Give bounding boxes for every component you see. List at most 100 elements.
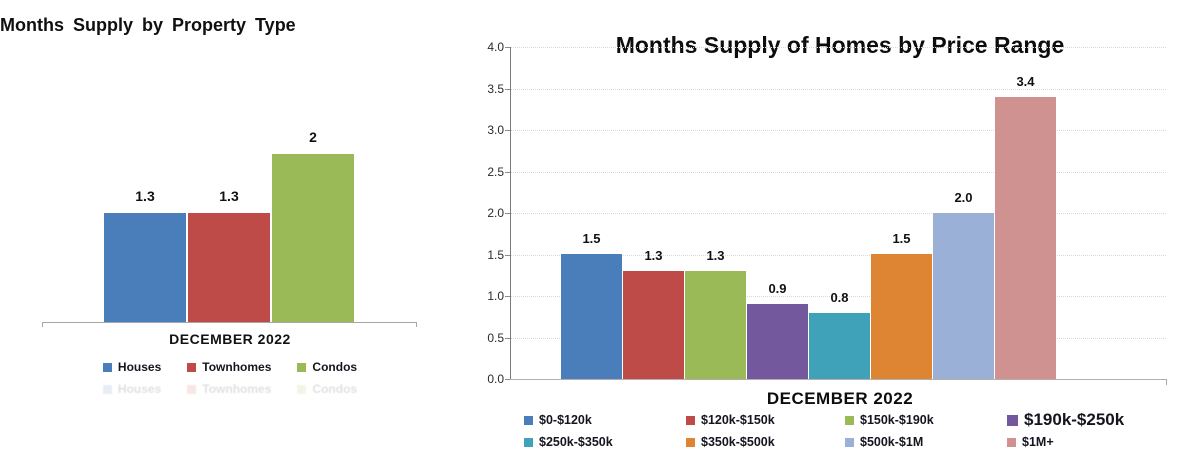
legend-item-Townhomes: Townhomes: [187, 360, 271, 374]
bar-value-$190k-$250k: 0.9: [768, 281, 787, 296]
bar-Condos: [272, 154, 354, 322]
gridline-2.5: [511, 172, 1166, 173]
left-legend: Houses Townhomes Condos: [0, 360, 460, 374]
legend-label: $190k-$250k: [1024, 410, 1125, 429]
legend-label: $350k-$500k: [701, 435, 775, 449]
legend-item-$1M+: $1M+: [1007, 435, 1054, 449]
right-y-axis-line: [510, 47, 511, 380]
bar-$250k-$350k: [809, 313, 870, 379]
left-chart-title: Months Supply by Property Type: [0, 14, 296, 35]
right-axis-end-tick: [1166, 379, 1167, 385]
bar-value-Townhomes: 1.3: [219, 188, 239, 204]
gridline-1.0: [511, 296, 1166, 297]
gridline-4.0: [511, 47, 1166, 48]
bar-Houses: [104, 213, 186, 322]
right-x-axis-label: DECEMBER 2022: [766, 389, 914, 408]
legend-swatch-$150k-$190k: [845, 415, 854, 425]
legend-swatch-$190k-$250k: [1007, 414, 1018, 426]
gridline-2.0: [511, 213, 1166, 214]
bar-value-$150k-$190k: 1.3: [706, 248, 725, 263]
y-tick-label-3.0: 3.0: [487, 123, 504, 137]
y-tick-label-2.0: 2.0: [487, 206, 504, 220]
bar-value-Houses: 1.3: [135, 188, 155, 204]
legend-swatch-Townhomes: [187, 362, 197, 372]
legend-swatch-Houses: [102, 362, 112, 372]
legend-item-$0-$120k: $0-$120k: [524, 413, 592, 427]
legend-item-$150k-$190k: $150k-$190k: [845, 413, 934, 427]
legend-label: Houses: [117, 360, 162, 374]
gridline-3.0: [511, 130, 1166, 131]
y-tick-3.5: [505, 89, 510, 90]
legend-swatch-Condos: [297, 384, 307, 394]
y-tick-label-0.0: 0.0: [487, 372, 504, 386]
legend-item-$190k-$250k: $190k-$250k: [1007, 410, 1124, 430]
legend-label: $500k-$1M: [860, 435, 924, 449]
bar-value-$1M+: 3.4: [1016, 74, 1035, 89]
y-tick-label-3.5: 3.5: [487, 82, 504, 96]
bar-value-$120k-$150k: 1.3: [644, 248, 663, 263]
legend-swatch-Condos: [297, 362, 307, 372]
bar-value-$0-$120k: 1.5: [582, 231, 601, 246]
legend-label: Townhomes: [202, 360, 272, 374]
y-tick-0.5: [505, 338, 510, 339]
y-tick-0.0: [505, 379, 510, 380]
left-x-axis-label: DECEMBER 2022: [169, 331, 291, 347]
bar-$0-$120k: [561, 254, 622, 379]
bar-value-$250k-$350k: 0.8: [830, 290, 849, 305]
bar-$120k-$150k: [623, 271, 684, 379]
bar-Townhomes: [188, 213, 270, 322]
legend-swatch-$0-$120k: [524, 415, 533, 425]
legend-label: $150k-$190k: [860, 413, 934, 427]
y-tick-1.0: [505, 296, 510, 297]
legend-label: Condos: [312, 382, 358, 396]
y-tick-label-1.0: 1.0: [487, 289, 504, 303]
y-tick-label-1.5: 1.5: [487, 248, 504, 262]
legend-swatch-$120k-$150k: [686, 415, 695, 425]
legend-item-Houses: Houses: [102, 360, 162, 374]
legend-label: Townhomes: [202, 382, 272, 396]
legend-item-Condos: Condos: [297, 360, 357, 374]
ghost-legend-item-Houses: Houses: [102, 382, 161, 396]
bar-$500k-$1M: [933, 213, 994, 379]
legend-swatch-$1M+: [1007, 437, 1016, 447]
ghost-legend-item-Townhomes: Townhomes: [187, 382, 271, 396]
legend-item-$500k-$1M: $500k-$1M: [845, 435, 923, 449]
legend-item-$250k-$350k: $250k-$350k: [524, 435, 613, 449]
right-chart-title: Months Supply of Homes by Price Range: [615, 32, 1065, 59]
bar-$350k-$500k: [871, 254, 932, 379]
legend-swatch-$250k-$350k: [524, 437, 533, 447]
y-tick-2.5: [505, 172, 510, 173]
legend-item-$350k-$500k: $350k-$500k: [686, 435, 775, 449]
ghost-legend-item-Condos: Condos: [297, 382, 357, 396]
legend-swatch-Houses: [102, 384, 112, 394]
bar-$190k-$250k: [747, 304, 808, 379]
legend-item-$120k-$150k: $120k-$150k: [686, 413, 775, 427]
legend-swatch-Townhomes: [187, 384, 197, 394]
y-tick-4.0: [505, 47, 510, 48]
legend-swatch-$350k-$500k: [686, 437, 695, 447]
legend-label: $120k-$150k: [701, 413, 775, 427]
right-x-axis-line: [510, 379, 1166, 380]
y-tick-2.0: [505, 213, 510, 214]
legend-swatch-$500k-$1M: [845, 437, 854, 447]
y-tick-label-4.0: 4.0: [487, 40, 504, 54]
y-tick-3.0: [505, 130, 510, 131]
bar-value-Condos: 2: [309, 129, 317, 145]
legend-label: $0-$120k: [539, 413, 592, 427]
legend-label: Condos: [312, 360, 358, 374]
bar-value-$500k-$1M: 2.0: [954, 190, 973, 205]
bar-$1M+: [995, 97, 1056, 379]
bar-value-$350k-$500k: 1.5: [892, 231, 911, 246]
bar-$150k-$190k: [685, 271, 746, 379]
gridline-3.5: [511, 89, 1166, 90]
y-tick-label-2.5: 2.5: [487, 165, 504, 179]
y-tick-1.5: [505, 255, 510, 256]
left-x-axis-line: [42, 322, 417, 327]
gridline-1.5: [511, 255, 1166, 256]
